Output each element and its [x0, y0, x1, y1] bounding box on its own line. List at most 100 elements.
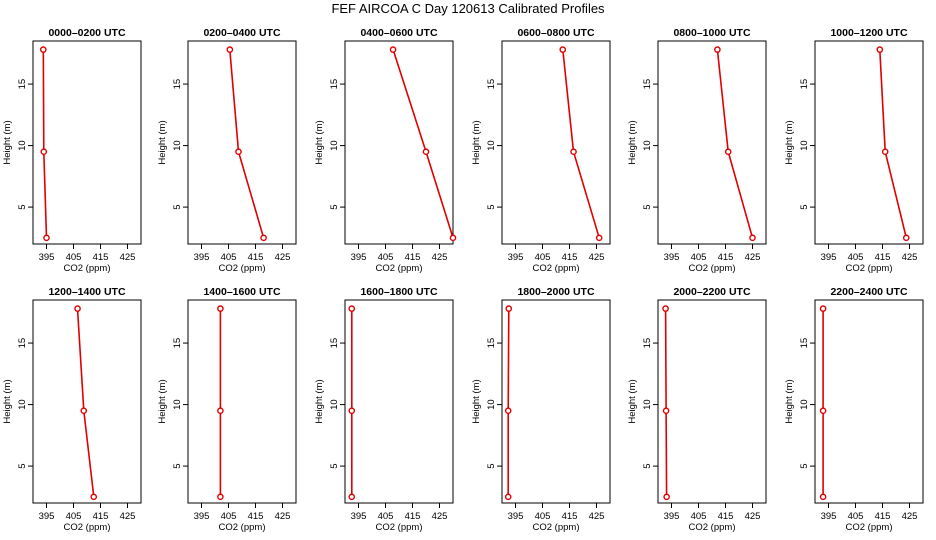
x-tick-label: 395: [351, 511, 367, 522]
x-tick-label: 405: [535, 252, 551, 263]
x-tick-label: 425: [589, 252, 605, 263]
y-tick-label: 10: [172, 140, 183, 151]
y-axis-label: Height (m): [784, 379, 795, 423]
x-tick-label: 415: [93, 511, 109, 522]
panel-9: 1600–1800 UTC 395 405 415 425 CO2 (ppm) 5 10 15 H…: [314, 286, 454, 533]
data-point: [80, 407, 88, 415]
y-tick-label: 5: [329, 463, 340, 468]
profile-line: [716, 49, 754, 239]
y-tick-label: 5: [486, 463, 497, 468]
x-axis-label: CO2 (ppm): [64, 263, 111, 274]
data-point: [749, 234, 756, 242]
data-point: [90, 493, 98, 501]
plot-frame: [344, 299, 454, 504]
plot-frame: [657, 299, 767, 504]
data-point: [505, 305, 513, 312]
x-tick-label: 405: [66, 511, 82, 522]
panels-group: 0000–0200 UTC 395 405 415 425 CO2 (ppm) 5 10 15 H…: [2, 27, 924, 533]
x-tick-label: 395: [664, 252, 680, 263]
y-tick-label: 10: [17, 399, 28, 410]
y-tick-label: 15: [486, 338, 497, 349]
plot-frame: [501, 299, 611, 504]
panel-title: 1800–2000 UTC: [517, 286, 594, 298]
y-tick-label: 10: [486, 140, 497, 151]
x-tick-label: 395: [821, 252, 837, 263]
data-point: [235, 148, 242, 156]
panel-title: 0600–0800 UTC: [517, 27, 594, 39]
data-point: [819, 407, 827, 415]
y-tick-label: 15: [329, 79, 340, 90]
data-point: [876, 46, 884, 53]
plot-frame: [344, 40, 454, 245]
x-axis-label: CO2 (ppm): [376, 522, 423, 533]
data-point: [39, 46, 47, 53]
x-tick-label: 425: [275, 511, 291, 522]
x-tick-label: 425: [589, 511, 605, 522]
y-tick-label: 10: [17, 140, 28, 151]
y-tick-label: 15: [172, 79, 183, 90]
y-tick-label: 5: [17, 204, 28, 209]
x-tick-label: 415: [718, 511, 734, 522]
x-tick-label: 425: [120, 511, 136, 522]
x-tick-label: 405: [848, 511, 864, 522]
x-tick-label: 425: [432, 252, 448, 263]
x-tick-label: 395: [508, 252, 524, 263]
y-axis-label: Height (m): [157, 379, 168, 423]
data-point: [724, 148, 732, 156]
y-tick-label: 10: [329, 140, 340, 151]
y-axis-label: Height (m): [784, 120, 795, 164]
x-tick-label: 415: [405, 511, 421, 522]
plot-frame: [501, 40, 611, 245]
profile-line: [562, 49, 600, 239]
y-tick-label: 5: [172, 204, 183, 209]
data-point: [449, 234, 457, 242]
y-tick-label: 5: [642, 204, 653, 209]
y-axis-label: Height (m): [2, 379, 13, 423]
x-tick-label: 405: [221, 511, 237, 522]
data-point: [422, 148, 430, 156]
x-axis-label: CO2 (ppm): [689, 263, 736, 274]
plot-frame: [814, 40, 924, 245]
x-tick-label: 395: [508, 511, 524, 522]
plot-frame: [187, 299, 297, 504]
data-point: [217, 305, 224, 312]
panel-title: 1000–1200 UTC: [830, 27, 907, 39]
x-tick-label: 425: [120, 252, 136, 263]
panel-2: 0200–0400 UTC 395 405 415 425 CO2 (ppm) 5 10 15 H…: [157, 27, 297, 274]
data-point: [662, 305, 669, 312]
data-point: [504, 493, 512, 501]
data-point: [43, 234, 50, 242]
plot-frame: [814, 299, 924, 504]
y-tick-label: 10: [799, 140, 810, 151]
data-point: [348, 493, 356, 501]
y-tick-label: 10: [486, 399, 497, 410]
y-tick-label: 5: [799, 204, 810, 209]
y-axis-label: Height (m): [627, 120, 638, 164]
panel-title: 2200–2400 UTC: [830, 286, 907, 298]
profile-line: [664, 308, 668, 497]
profile-line: [76, 308, 95, 497]
panel-12: 2200–2400 UTC 395 405 415 425 CO2 (ppm) 5 10 15 H…: [784, 286, 924, 533]
data-point: [559, 46, 567, 53]
y-tick-label: 5: [642, 463, 653, 468]
x-tick-label: 425: [902, 252, 918, 263]
panel-4: 0600–0800 UTC 395 405 415 425 CO2 (ppm) 5 10 15 H…: [471, 27, 611, 274]
data-point: [504, 407, 512, 415]
x-tick-label: 415: [248, 252, 264, 263]
x-tick-label: 415: [718, 252, 734, 263]
x-tick-label: 415: [562, 511, 578, 522]
panel-6: 1000–1200 UTC 395 405 415 425 CO2 (ppm) 5 10 15 H…: [784, 27, 924, 274]
y-tick-label: 5: [172, 463, 183, 468]
y-axis-label: Height (m): [471, 120, 482, 164]
x-tick-label: 395: [39, 252, 55, 263]
y-tick-label: 15: [486, 79, 497, 90]
y-tick-label: 5: [799, 463, 810, 468]
y-axis-label: Height (m): [314, 120, 325, 164]
y-tick-label: 15: [172, 338, 183, 349]
y-axis-label: Height (m): [2, 120, 13, 164]
panel-title: 1200–1400 UTC: [48, 286, 125, 298]
y-tick-label: 15: [799, 79, 810, 90]
panel-title: 0400–0600 UTC: [360, 27, 437, 39]
x-tick-label: 405: [66, 252, 82, 263]
